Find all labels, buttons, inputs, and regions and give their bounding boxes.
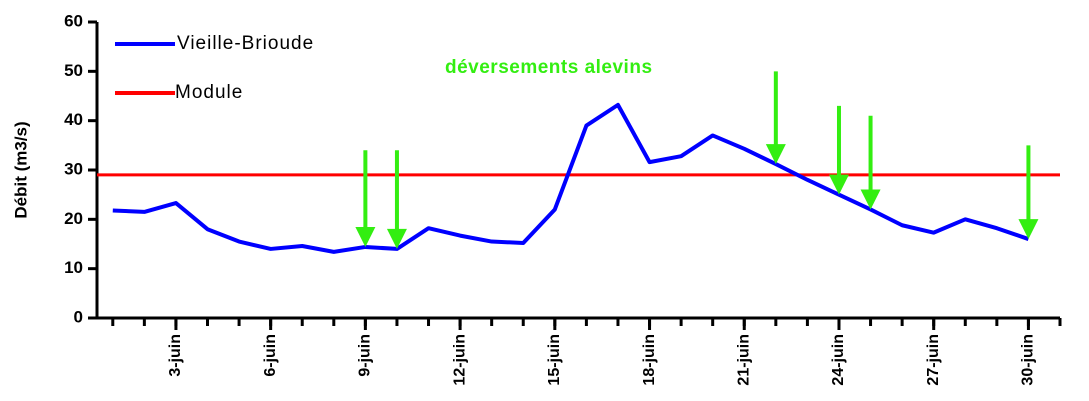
arrow-head (1018, 219, 1039, 240)
y-tick-label: 50 (64, 61, 83, 80)
x-tick-label: 21-juin (735, 334, 752, 386)
x-tick-label: 6-juin (262, 334, 279, 377)
x-tick-label: 15-juin (546, 334, 563, 386)
x-tick-label: 12-juin (451, 334, 468, 386)
x-tick-label: 27-juin (925, 334, 942, 386)
y-tick-label: 30 (64, 159, 83, 178)
annotation: déversements alevins (445, 57, 653, 78)
arrow-head (386, 228, 407, 249)
legend-label: Vieille-Brioude (177, 33, 314, 54)
arrow-head (828, 174, 849, 195)
arrow-head (765, 144, 786, 165)
y-tick-label: 20 (64, 209, 83, 228)
x-tick-label: 24-juin (830, 334, 847, 386)
x-tick-label: 30-juin (1020, 334, 1037, 386)
y-tick-label: 40 (64, 110, 83, 129)
y-axis-label: Débit (m3/s) (11, 121, 30, 218)
x-tick-label: 9-juin (357, 334, 374, 377)
arrow-head (355, 226, 376, 247)
arrow-head (860, 189, 881, 210)
y-tick-label: 60 (64, 11, 83, 30)
y-tick-label: 0 (74, 307, 83, 326)
legend-label: Module (175, 82, 243, 103)
data-line (112, 102, 1030, 254)
y-tick-label: 10 (64, 258, 83, 277)
x-tick-label: 18-juin (641, 334, 658, 386)
x-tick-label: 3-juin (167, 334, 184, 377)
